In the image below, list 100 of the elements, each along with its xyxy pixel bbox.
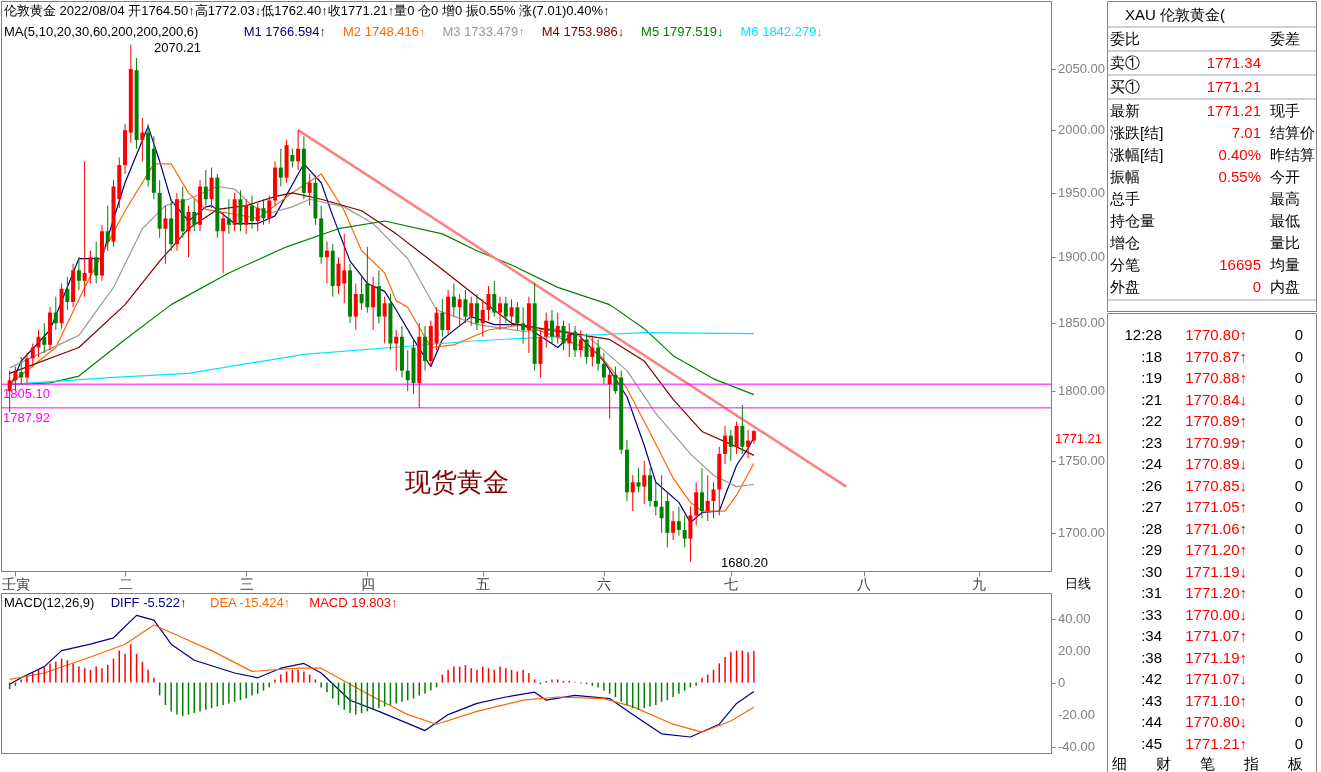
candlestick	[186, 205, 191, 258]
text: 0	[1294, 734, 1303, 752]
annotation: 2070.21	[154, 40, 201, 55]
text: :19	[1141, 369, 1162, 386]
text: :30	[1141, 562, 1162, 580]
text: 委比	[1110, 30, 1140, 47]
y-tick-label: 1950.00	[1058, 184, 1105, 200]
candlestick	[371, 276, 376, 331]
candlestick	[42, 322, 47, 354]
text: 1771.21	[1055, 431, 1102, 446]
text: 板	[1287, 755, 1303, 772]
candlestick	[19, 356, 24, 385]
text: 0	[1294, 476, 1303, 494]
text: :38	[1141, 648, 1162, 666]
text: 0	[1294, 498, 1303, 515]
text: :21	[1141, 390, 1162, 408]
candlestick	[324, 241, 329, 284]
candlestick	[607, 370, 612, 420]
text: 0	[1294, 648, 1303, 666]
y-tick-label: 1850.00	[1058, 315, 1105, 331]
text: 1771.19↓	[1185, 562, 1247, 580]
candlestick	[503, 296, 508, 324]
text: 1771.34	[1206, 54, 1261, 71]
text: 1770.99↑	[1185, 433, 1247, 451]
candlestick	[88, 250, 93, 284]
text: 委差	[1270, 30, 1300, 47]
candlestick	[561, 320, 566, 351]
text: 0.40%	[1218, 146, 1261, 163]
candlestick	[711, 481, 716, 519]
text: 涨幅[结]	[1110, 146, 1164, 163]
y-tick-label: 20.00	[1058, 642, 1091, 658]
candlestick	[676, 506, 681, 537]
text: 最高	[1270, 190, 1300, 207]
text: 0	[1294, 627, 1303, 644]
candlestick	[353, 282, 358, 331]
text: 细	[1112, 755, 1127, 772]
candlestick	[463, 289, 468, 324]
text: 1771.20↑	[1185, 584, 1247, 601]
text: :23	[1141, 433, 1162, 451]
candlestick	[105, 205, 110, 252]
text: 1771.05↑	[1185, 498, 1247, 515]
text: 卖①	[1110, 54, 1140, 71]
text: 0	[1294, 670, 1303, 687]
text: 0	[1294, 519, 1303, 537]
text: M6 1842.279↓	[740, 24, 823, 39]
text: 1771.06↑	[1185, 519, 1247, 537]
text: M1 1766.594↑	[243, 24, 327, 39]
candlestick	[94, 241, 99, 284]
candlestick	[203, 169, 208, 207]
text: 1770.89↓	[1185, 455, 1247, 472]
candlestick	[521, 306, 526, 344]
text: 0	[1294, 433, 1303, 451]
candlestick	[261, 198, 266, 226]
candlestick	[267, 194, 272, 225]
text: M3 1733.479↑	[442, 24, 525, 39]
text: 今开	[1270, 168, 1300, 185]
text: 均量	[1270, 256, 1300, 273]
text: 1771.21↑	[1185, 734, 1247, 752]
text: 0	[1294, 605, 1303, 623]
text: 分笔	[1110, 256, 1140, 273]
x-tick-label: 二	[118, 575, 133, 592]
text: 增仓	[1110, 234, 1140, 251]
x-tick-label: 四	[360, 575, 375, 592]
chart-title: MACD(12,26,9)	[4, 595, 95, 610]
text: 振幅	[1110, 168, 1140, 185]
text: 0	[1294, 584, 1303, 601]
text: 0	[1294, 369, 1303, 386]
text: 昨结算	[1270, 146, 1315, 163]
annotation: 1680.20	[721, 555, 768, 570]
candlestick	[226, 198, 231, 235]
candlestick	[549, 309, 554, 344]
candlestick	[630, 474, 635, 512]
annotation: 现货黄金	[405, 467, 509, 497]
candlestick	[671, 510, 676, 541]
text: 0	[1294, 541, 1303, 558]
y-tick-label: 0	[1058, 674, 1066, 690]
text: 1770.84↓	[1185, 390, 1247, 408]
text: DEA -15.424↑	[210, 595, 291, 610]
text: M2 1748.416↑	[343, 24, 426, 39]
text: 1770.00↓	[1185, 605, 1247, 623]
text: 16695	[1219, 256, 1261, 273]
chart-title: 伦敦黄金 2022/08/04 开1764.50↑高1772.03↓低1762.40↑收1771.21↑量0 仓0 增0 振0.55% 涨(7.01)0.40%↑	[4, 3, 610, 18]
text: 最低	[1270, 212, 1300, 229]
text: 结算价	[1270, 124, 1315, 141]
candlestick	[192, 198, 197, 232]
text: 内盘	[1270, 278, 1300, 295]
x-tick-label: 壬寅	[1, 575, 30, 592]
text: 1770.87↑	[1185, 347, 1247, 365]
text: 0	[1252, 278, 1261, 295]
text: :18	[1141, 347, 1162, 365]
candlestick	[573, 325, 578, 358]
text: :42	[1141, 670, 1162, 687]
candlestick	[451, 282, 456, 318]
x-tick-label: 六	[597, 575, 612, 592]
candlestick	[469, 296, 474, 327]
candlestick	[653, 481, 658, 516]
text: 7.01	[1231, 124, 1261, 141]
text: 最新	[1110, 102, 1140, 119]
text: XAU 伦敦黄金(	[1125, 6, 1226, 23]
text: 总手	[1110, 190, 1140, 207]
